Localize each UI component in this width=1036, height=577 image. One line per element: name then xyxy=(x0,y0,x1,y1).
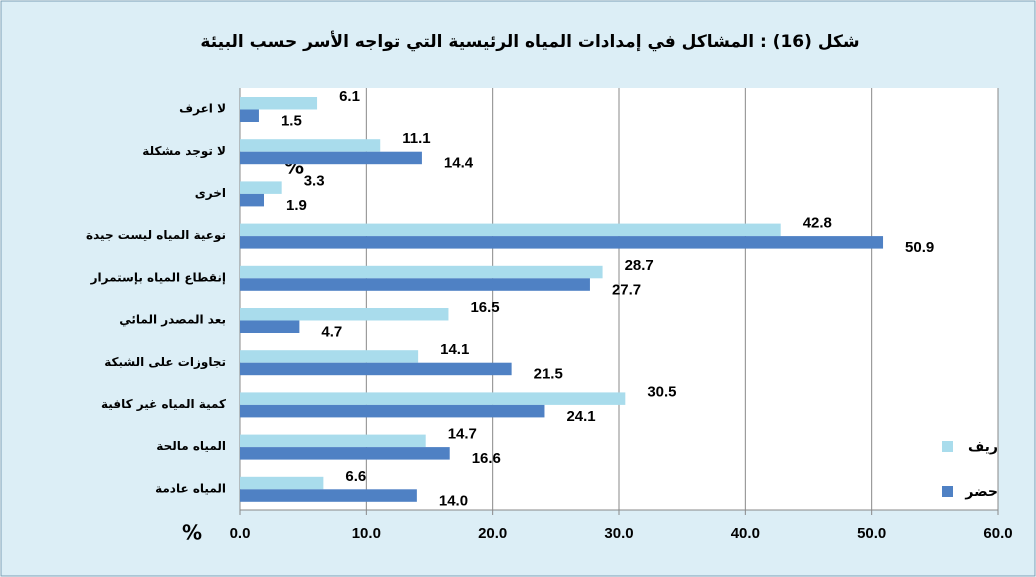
bar xyxy=(240,181,282,194)
bar xyxy=(240,97,318,110)
value-label: 14.1 xyxy=(440,341,469,358)
category-label: اخرى xyxy=(195,186,226,200)
legend-swatch xyxy=(942,486,953,497)
value-label: 3.3 xyxy=(304,172,325,189)
bar xyxy=(240,404,545,418)
x-tick-label: 10.0 xyxy=(352,525,381,542)
legend-label: حضر xyxy=(964,484,998,500)
legend-label: ريف xyxy=(968,439,998,455)
x-tick-label: 40.0 xyxy=(731,525,760,542)
category-label: المياه عادمة xyxy=(155,481,226,495)
legend-swatch xyxy=(942,441,953,452)
x-tick-label: 60.0 xyxy=(983,525,1012,542)
category-label: المياه مالحة xyxy=(156,439,226,453)
value-label: 30.5 xyxy=(647,383,676,400)
category-label: لا اعرف xyxy=(179,102,226,116)
value-label: 16.6 xyxy=(472,450,501,467)
value-label: 14.4 xyxy=(444,155,474,172)
bar xyxy=(240,109,259,122)
bar xyxy=(240,447,450,460)
x-tick-label: 20.0 xyxy=(478,525,507,542)
value-label: 6.1 xyxy=(339,88,360,105)
bar xyxy=(240,236,884,249)
bar xyxy=(240,350,419,363)
value-label: 27.7 xyxy=(612,281,641,298)
value-label: 14.7 xyxy=(448,426,477,443)
value-label: 24.1 xyxy=(566,408,595,425)
bar xyxy=(240,265,603,279)
value-label: 4.7 xyxy=(321,323,342,340)
bar xyxy=(240,362,512,376)
bar xyxy=(240,151,422,165)
bar xyxy=(240,139,381,152)
value-label: 1.9 xyxy=(286,197,307,214)
value-label: 28.7 xyxy=(625,257,654,274)
bar xyxy=(240,476,324,490)
category-label: إنقطاع المياه بإستمرار xyxy=(90,270,226,284)
bar xyxy=(240,392,626,405)
bar xyxy=(240,278,590,291)
value-label: 6.6 xyxy=(345,468,366,485)
value-label: 50.9 xyxy=(905,239,934,256)
value-label: 42.8 xyxy=(803,215,832,232)
value-label: 11.1 xyxy=(402,130,430,147)
x-tick-label: 50.0 xyxy=(857,525,886,542)
bar xyxy=(240,434,426,448)
value-label: 1.5 xyxy=(281,112,302,129)
value-label: 14.0 xyxy=(439,492,468,509)
category-label: تجاوزات على الشبكة xyxy=(104,355,226,370)
category-label: بعد المصدر المائي xyxy=(119,313,226,327)
category-label: نوعية المياه ليست جيدة xyxy=(86,228,226,243)
value-label: 21.5 xyxy=(534,366,563,383)
category-label: لا توجد مشكلة xyxy=(142,144,226,159)
value-label: 16.5 xyxy=(470,299,499,316)
bar xyxy=(240,489,417,502)
bar xyxy=(240,193,265,207)
bar xyxy=(240,223,781,237)
x-tick-label: 30.0 xyxy=(604,525,633,542)
bar xyxy=(240,308,449,321)
x-axis-label: % xyxy=(182,521,202,545)
bar xyxy=(240,320,300,333)
x-tick-label: 0.0 xyxy=(230,525,251,542)
category-label: كمية المياه غير كافية xyxy=(101,397,226,411)
chart-title: شكل (16) : المشاكل في إمدادات المياه الر… xyxy=(200,31,859,52)
